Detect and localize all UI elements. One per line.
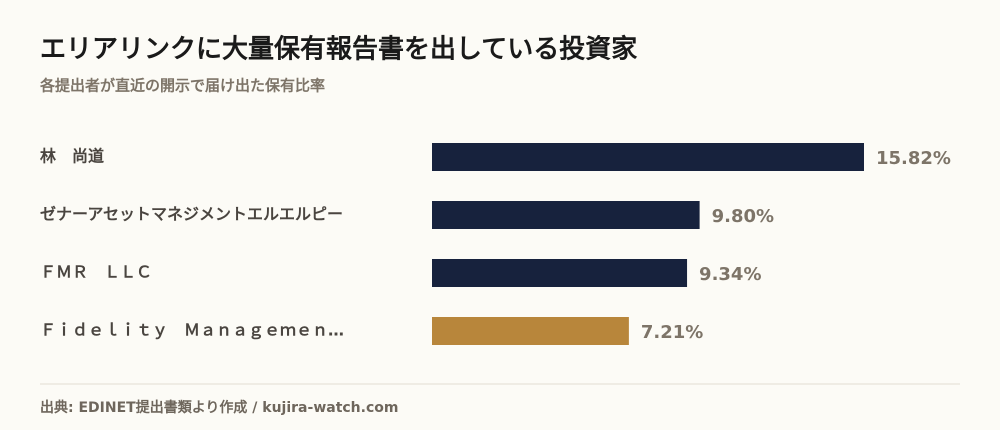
bar <box>432 143 864 171</box>
value-label: 7.21% <box>641 322 703 343</box>
category-label: Ｆｉｄｅｌｉｔｙ Ｍａｎａｇｅｍｅｎ… <box>40 321 344 341</box>
bar <box>432 259 688 287</box>
chart-title: エリアリンクに大量保有報告書を出している投資家 <box>40 34 637 65</box>
value-label: 9.34% <box>699 264 761 285</box>
chart-subtitle: 各提出者が直近の開示で届け出た保有比率 <box>39 77 325 95</box>
category-label: ＦＭＲ ＬＬＣ <box>40 263 152 282</box>
value-label: 15.82% <box>876 148 951 169</box>
category-label: 林 尚道 <box>40 147 104 166</box>
bar <box>432 201 700 229</box>
category-label: ゼナーアセットマネジメントエルエルピー <box>40 205 343 224</box>
source-note: 出典: EDINET提出書類より作成 / kujira-watch.com <box>40 399 398 416</box>
bar <box>432 317 629 345</box>
value-label: 9.80% <box>712 206 774 227</box>
